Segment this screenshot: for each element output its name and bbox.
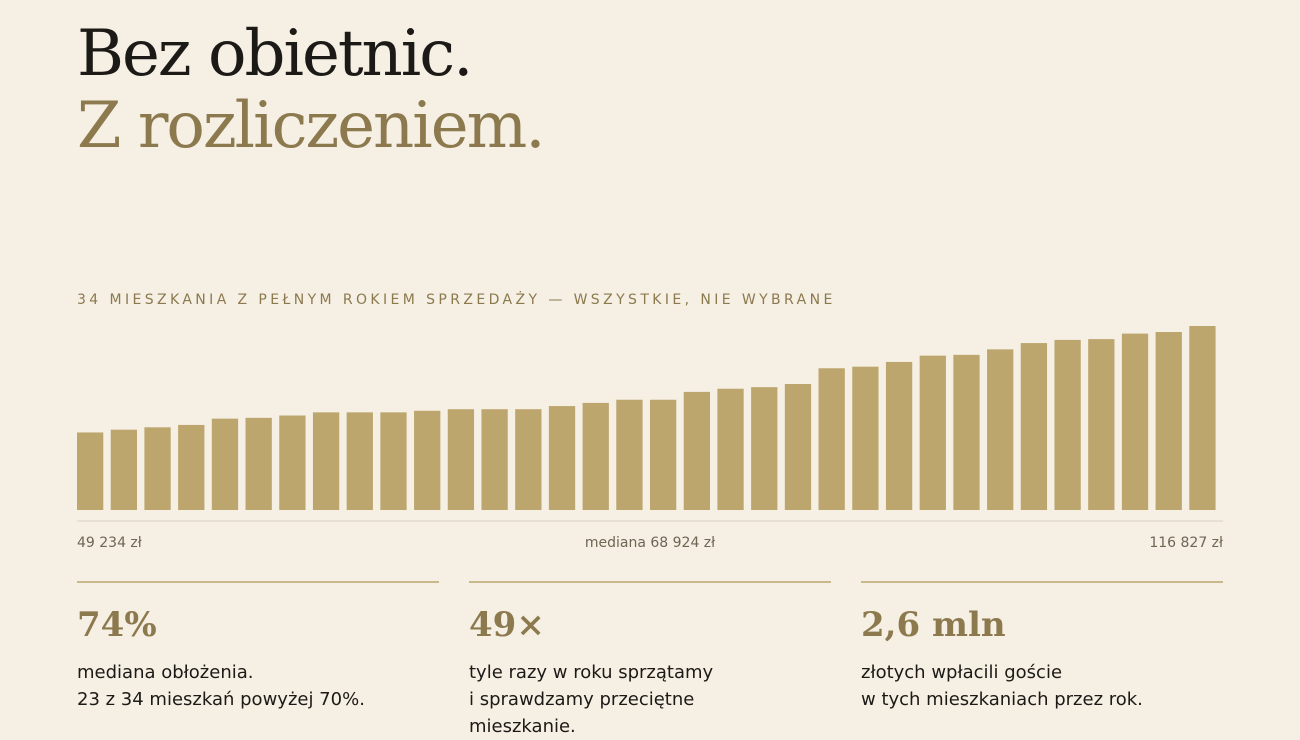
chart-caption: 34 MIESZKANIA Z PEŁNYM ROKIEM SPRZEDAŻY … bbox=[77, 292, 836, 308]
stat-description: złotych wpłacili goście w tych mieszkani… bbox=[861, 659, 1223, 713]
bar-8 bbox=[312, 412, 340, 510]
bar-18 bbox=[650, 399, 677, 510]
headline: Bez obietnic. Z rozliczeniem. bbox=[77, 17, 546, 163]
bar-32 bbox=[1121, 333, 1149, 510]
bar-19 bbox=[683, 391, 710, 510]
axis-labels: 49 234 zł mediana 68 924 zł 116 827 zł bbox=[77, 535, 1223, 555]
bar-13 bbox=[481, 409, 508, 510]
stat-desc-line: i sprawdzamy przeciętne bbox=[469, 689, 695, 710]
stat-desc-line: mieszkanie. bbox=[469, 716, 576, 737]
bar-4 bbox=[178, 424, 205, 510]
axis-median-label: mediana 68 924 zł bbox=[584, 535, 716, 551]
axis-min-label: 49 234 zł bbox=[77, 535, 142, 551]
bar-20 bbox=[717, 388, 744, 510]
stat-desc-line: mediana obłożenia. bbox=[77, 662, 254, 683]
bar-1 bbox=[77, 432, 104, 510]
stat-desc-line: 23 z 34 mieszkań powyżej 70%. bbox=[77, 689, 365, 710]
bar-10 bbox=[380, 412, 407, 510]
bar-22 bbox=[784, 384, 812, 510]
bar-23 bbox=[818, 368, 845, 510]
stat-revenue: 2,6 mln złotych wpłacili goście w tych m… bbox=[861, 581, 1223, 713]
bar-7 bbox=[279, 415, 306, 510]
bar-12 bbox=[447, 409, 475, 510]
stat-value: 74% bbox=[77, 605, 157, 645]
bar-9 bbox=[346, 412, 373, 510]
bar-15 bbox=[548, 406, 576, 510]
bar-27 bbox=[953, 354, 980, 510]
stat-value: 49× bbox=[469, 605, 545, 645]
axis-max-label: 116 827 zł bbox=[1149, 535, 1223, 551]
bar-26 bbox=[919, 355, 946, 510]
bar-2 bbox=[110, 429, 137, 510]
stat-desc-line: w tych mieszkaniach przez rok. bbox=[861, 689, 1143, 710]
bar-33 bbox=[1155, 332, 1182, 510]
stat-description: tyle razy w roku sprzątamy i sprawdzamy … bbox=[469, 659, 831, 740]
bar-25 bbox=[885, 361, 913, 510]
bar-28 bbox=[987, 349, 1014, 510]
bar-6 bbox=[245, 417, 272, 510]
bar-14 bbox=[515, 409, 542, 510]
stat-description: mediana obłożenia. 23 z 34 mieszkań powy… bbox=[77, 659, 439, 713]
bar-31 bbox=[1088, 339, 1115, 510]
bar-34 bbox=[1189, 326, 1216, 510]
stat-value: 2,6 mln bbox=[861, 605, 1006, 645]
headline-line-2: Z rozliczeniem. bbox=[77, 89, 546, 163]
stat-cleanings: 49× tyle razy w roku sprzątamy i sprawdz… bbox=[469, 581, 831, 740]
stat-desc-line: tyle razy w roku sprzątamy bbox=[469, 662, 714, 683]
bar-11 bbox=[414, 410, 441, 510]
bar-29 bbox=[1020, 343, 1048, 510]
bar-30 bbox=[1054, 339, 1081, 510]
headline-line-1: Bez obietnic. bbox=[77, 17, 473, 91]
bar-3 bbox=[144, 427, 171, 510]
stats-row: 74% mediana obłożenia. 23 z 34 mieszkań … bbox=[77, 581, 1223, 737]
stat-desc-line: złotych wpłacili goście bbox=[861, 662, 1063, 683]
bar-17 bbox=[616, 399, 643, 510]
bar-21 bbox=[751, 387, 778, 510]
stat-occupancy: 74% mediana obłożenia. 23 z 34 mieszkań … bbox=[77, 581, 439, 713]
bar-24 bbox=[852, 366, 879, 510]
bar-5 bbox=[211, 418, 239, 510]
bar-16 bbox=[582, 402, 609, 510]
